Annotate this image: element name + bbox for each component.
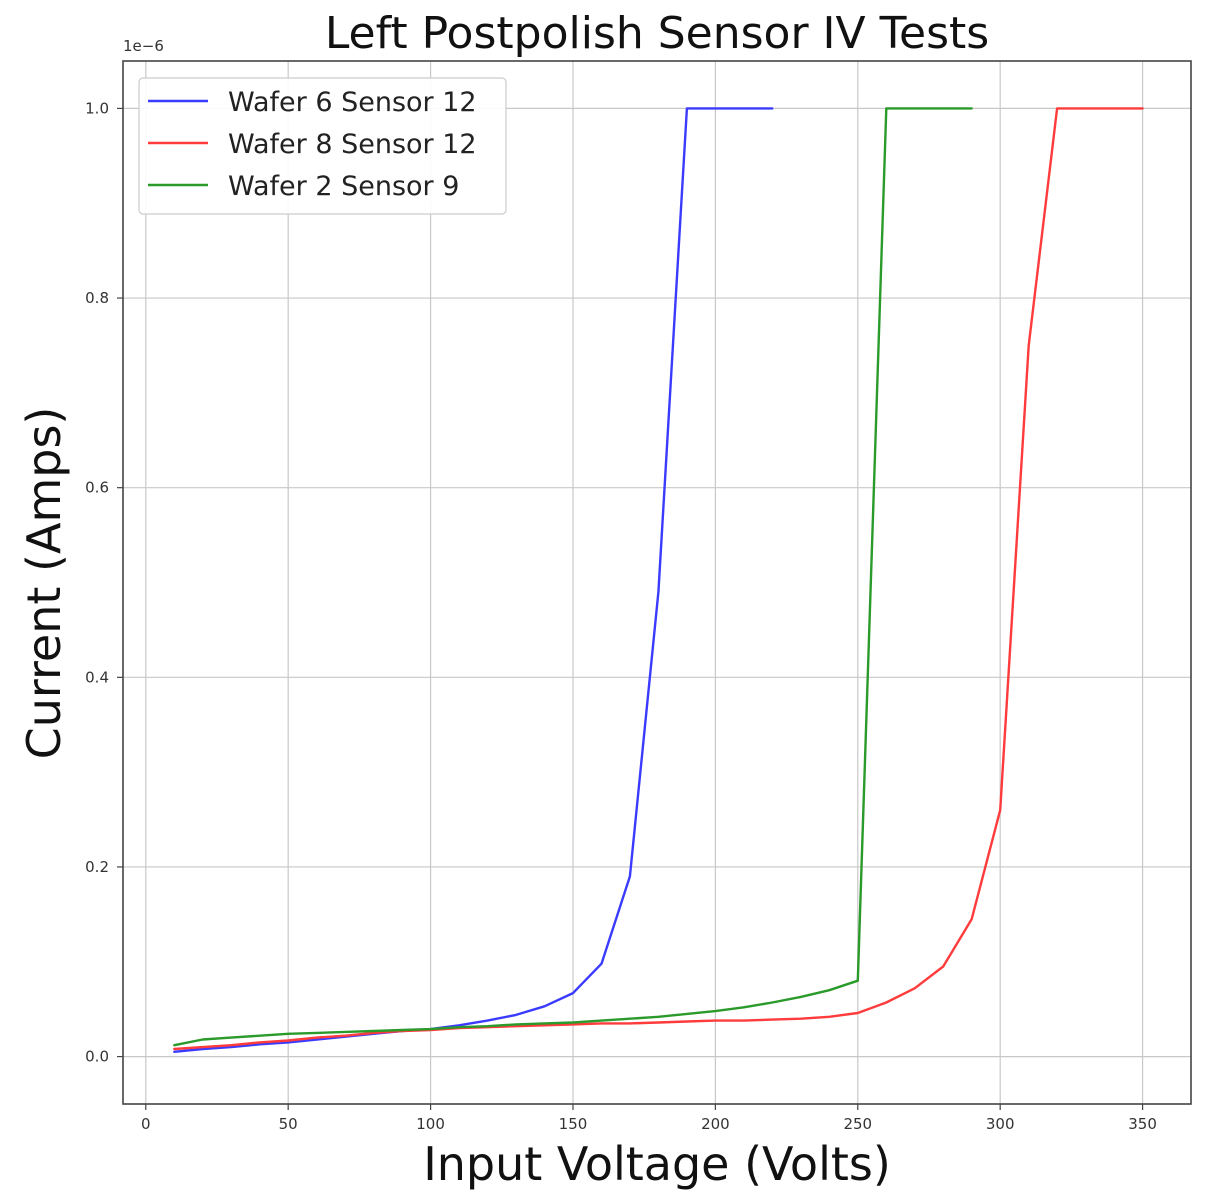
y-offset-label: 1e−6 [123, 37, 164, 55]
x-tick-label: 50 [279, 1115, 298, 1133]
grid [123, 61, 1191, 1104]
legend-label-2: Wafer 8 Sensor 12 [228, 129, 477, 160]
series-line-2 [173, 107, 1144, 1051]
plot-frame [122, 60, 1192, 1105]
ticks: 0 50 100 150 200 250 300 350 0.0 0.2 0.4 0.6 0.8 1.0 [85, 99, 1157, 1133]
y-axis-label: Current (Amps) [17, 407, 71, 760]
legend: Wafer 6 Sensor 12 Wafer 8 Sensor 12 Wafer … [138, 77, 507, 215]
x-tick-label: 200 [701, 1115, 730, 1133]
legend-entries: Wafer 6 Sensor 12 Wafer 8 Sensor 12 Wafer … [148, 87, 477, 202]
x-tick-label: 100 [416, 1115, 445, 1133]
legend-box [138, 77, 507, 215]
x-tick-label: 350 [1128, 1115, 1157, 1133]
series-line-3 [173, 107, 973, 1047]
y-tick-label: 0.8 [85, 289, 109, 307]
series-line-1 [173, 107, 774, 1054]
x-tick-label: 250 [843, 1115, 872, 1133]
legend-label-3: Wafer 2 Sensor 9 [228, 171, 459, 202]
chart-title: Left Postpolish Sensor IV Tests [325, 8, 989, 59]
y-tick-label: 0.2 [85, 858, 109, 876]
x-tick-label: 0 [141, 1115, 151, 1133]
series-lines [173, 107, 1144, 1054]
y-tick-label: 1.0 [85, 99, 109, 117]
x-tick-label: 300 [986, 1115, 1015, 1133]
x-tick-label: 150 [559, 1115, 588, 1133]
y-tick-label: 0.4 [85, 668, 109, 686]
legend-label-1: Wafer 6 Sensor 12 [228, 87, 477, 118]
x-axis-label: Input Voltage (Volts) [423, 1137, 891, 1191]
y-tick-label: 0.0 [85, 1048, 109, 1066]
y-tick-label: 0.6 [85, 479, 109, 497]
